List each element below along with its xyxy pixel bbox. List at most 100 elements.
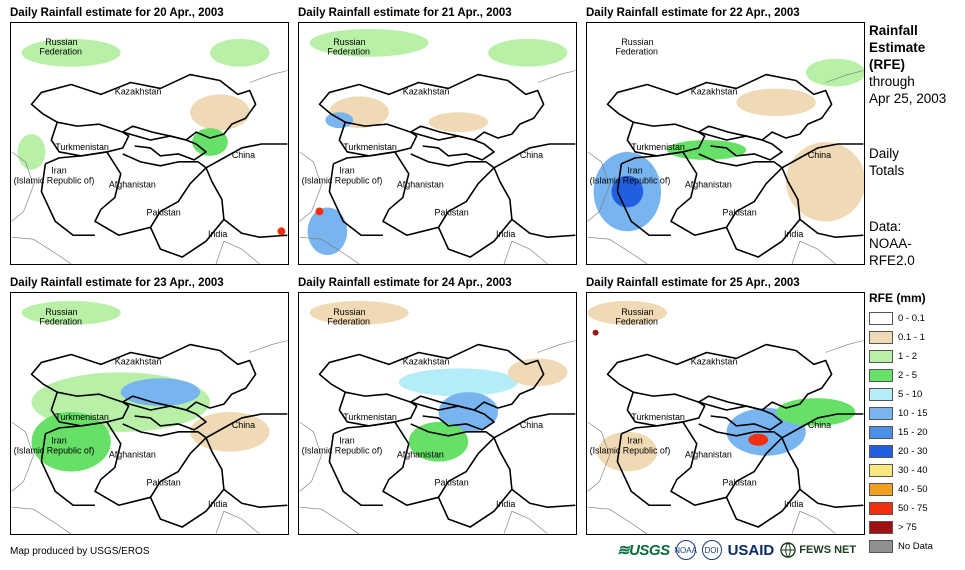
map-label-turkmenistan: Turkmenistan <box>343 412 397 422</box>
rainfall-layer <box>21 300 270 472</box>
fews-net-label: FEWS NET <box>799 544 857 556</box>
totals-block: Daily Totals <box>869 145 904 179</box>
legend-item: 1 - 2 <box>869 347 933 366</box>
rainfall-layer <box>307 28 568 256</box>
legend-item: 15 - 20 <box>869 423 933 442</box>
doi-logo: DOI <box>701 540 722 560</box>
legend-swatch <box>869 483 893 496</box>
legend-label: 40 - 50 <box>898 484 928 495</box>
legend-item: 40 - 50 <box>869 480 933 499</box>
legend-item: 30 - 40 <box>869 461 933 480</box>
legend-item: 10 - 15 <box>869 404 933 423</box>
map-graphic: Russian Federation Kazakhstan Turkmenist… <box>587 37 864 264</box>
legend-item: 50 - 75 <box>869 499 933 518</box>
legend-swatch <box>869 445 893 458</box>
map-label-india: India <box>784 229 803 239</box>
map-label-turkmenistan: Turkmenistan <box>631 142 685 152</box>
map-label-iran-sub: (Islamic Republic of) <box>302 446 383 456</box>
map-label-iran: Iran <box>339 166 354 176</box>
map-label-pakistan: Pakistan <box>147 207 181 217</box>
through-line-1: through <box>869 74 915 89</box>
legend-swatch <box>869 350 893 363</box>
panel-title: Daily Rainfall estimate for 20 Apr., 200… <box>10 7 224 19</box>
map-credit: Map produced by USGS/EROS <box>10 546 150 557</box>
panel-title: Daily Rainfall estimate for 22 Apr., 200… <box>586 7 800 19</box>
noaa-logo: NOAA <box>674 540 697 560</box>
legend-label: 30 - 40 <box>898 465 928 476</box>
legend-item: No Data <box>869 537 933 556</box>
rainfall-map: Russian Federation Kazakhstan Turkmenist… <box>586 22 865 265</box>
map-label-china: China <box>520 420 543 430</box>
totals-line-2: Totals <box>869 163 905 178</box>
map-label-kazakhstan: Kazakhstan <box>115 86 162 96</box>
map-label-iran-sub: (Islamic Republic of) <box>590 446 671 456</box>
map-label-federation: Federation <box>615 317 658 327</box>
title-line-2: Estimate <box>869 40 926 55</box>
legend-label: 1 - 2 <box>898 351 918 362</box>
map-label-federation: Federation <box>39 47 82 57</box>
legend-title: RFE (mm) <box>869 291 926 305</box>
totals-line-1: Daily <box>869 146 900 161</box>
legend-item: 5 - 10 <box>869 385 933 404</box>
legend-swatch <box>869 369 893 382</box>
title-line-3: (RFE) <box>869 57 905 72</box>
legend-label: > 75 <box>898 522 917 533</box>
map-label-pakistan: Pakistan <box>723 477 757 487</box>
map-label-afghanistan: Afghanistan <box>685 180 732 190</box>
map-label-iran-sub: (Islamic Republic of) <box>302 176 383 186</box>
map-label-turkmenistan: Turkmenistan <box>343 142 397 152</box>
map-graphic: Russian Federation Kazakhstan Turkmenist… <box>299 28 576 264</box>
map-label-afghanistan: Afghanistan <box>397 180 444 190</box>
map-graphic: Russian Federation Kazakhstan Turkmenist… <box>299 300 576 534</box>
map-label-russia: Russian <box>333 307 365 317</box>
map-label-federation: Federation <box>327 317 370 327</box>
map-label-india: India <box>496 229 515 239</box>
rainfall-layer <box>593 58 864 232</box>
map-label-russia: Russian <box>45 37 77 47</box>
map-label-india: India <box>208 499 227 509</box>
legend-item: 2 - 5 <box>869 366 933 385</box>
legend-swatch <box>869 502 893 515</box>
legend-label: 20 - 30 <box>898 446 928 457</box>
map-graphic: Russian Federation Kazakhstan Turkmenist… <box>587 300 864 534</box>
data-line-3: RFE2.0 <box>869 253 915 268</box>
map-graphic: Russian Federation Kazakhstan Turkmenist… <box>11 300 288 534</box>
usgs-logo: ≋USGS <box>617 542 670 559</box>
map-label-kazakhstan: Kazakhstan <box>691 356 738 366</box>
map-label-china: China <box>808 420 831 430</box>
title-line-1: Rainfall <box>869 23 918 38</box>
legend-label: No Data <box>898 541 933 552</box>
legend-swatch <box>869 521 893 534</box>
rfe-title-block: Rainfall Estimate (RFE) through Apr 25, … <box>869 22 946 107</box>
map-label-russia: Russian <box>45 307 77 317</box>
map-label-iran: Iran <box>627 436 642 446</box>
legend-swatch <box>869 312 893 325</box>
agency-logos: ≋USGS NOAA DOI USAID FEWS NET <box>617 540 856 560</box>
map-label-india: India <box>496 499 515 509</box>
legend-label: 10 - 15 <box>898 408 928 419</box>
map-label-china: China <box>808 150 831 160</box>
panel-title: Daily Rainfall estimate for 23 Apr., 200… <box>10 277 224 289</box>
map-label-iran: Iran <box>51 166 66 176</box>
map-label-afghanistan: Afghanistan <box>685 450 732 460</box>
map-graphic: Russian Federation Kazakhstan Turkmenist… <box>11 37 288 264</box>
data-line-2: NOAA- <box>869 236 912 251</box>
globe-icon <box>780 542 796 558</box>
legend-label: 50 - 75 <box>898 503 928 514</box>
legend-swatch <box>869 464 893 477</box>
map-label-pakistan: Pakistan <box>147 477 181 487</box>
map-label-russia: Russian <box>621 37 653 47</box>
rainfall-map: Russian Federation Kazakhstan Turkmenist… <box>10 292 289 535</box>
map-label-turkmenistan: Turkmenistan <box>631 412 685 422</box>
legend-label: 15 - 20 <box>898 427 928 438</box>
map-label-china: China <box>232 150 255 160</box>
rainfall-layer <box>587 300 856 472</box>
map-label-pakistan: Pakistan <box>435 207 469 217</box>
legend-swatch <box>869 388 893 401</box>
map-label-federation: Federation <box>327 47 370 57</box>
map-label-iran: Iran <box>51 436 66 446</box>
map-label-federation: Federation <box>39 317 82 327</box>
map-label-afghanistan: Afghanistan <box>397 450 444 460</box>
map-label-federation: Federation <box>615 47 658 57</box>
map-label-kazakhstan: Kazakhstan <box>403 356 450 366</box>
